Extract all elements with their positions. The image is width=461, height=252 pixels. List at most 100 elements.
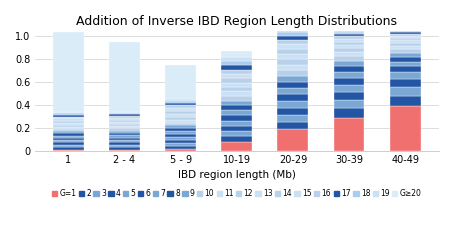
Bar <box>334 108 365 117</box>
Bar <box>109 120 140 122</box>
Bar <box>53 121 84 123</box>
Bar <box>109 118 140 120</box>
Bar <box>278 36 308 40</box>
Bar <box>221 87 252 91</box>
Bar <box>165 146 196 149</box>
Bar <box>390 38 420 40</box>
Bar <box>390 31 420 32</box>
Bar <box>278 28 308 30</box>
Bar <box>53 131 84 133</box>
Bar <box>109 129 140 131</box>
Bar <box>221 78 252 83</box>
Bar <box>390 87 420 96</box>
Bar <box>334 72 365 78</box>
Bar <box>390 40 420 43</box>
Bar <box>221 51 252 57</box>
Bar <box>278 82 308 88</box>
Bar <box>53 138 84 140</box>
Bar <box>109 122 140 124</box>
Bar <box>109 116 140 118</box>
Bar <box>390 57 420 62</box>
Bar <box>109 149 140 151</box>
Bar <box>165 103 196 105</box>
Bar <box>109 112 140 113</box>
Bar <box>53 142 84 145</box>
Bar <box>221 101 252 105</box>
Bar <box>53 115 84 117</box>
Bar <box>165 108 196 111</box>
Bar <box>221 65 252 70</box>
Bar <box>53 112 84 113</box>
Bar <box>53 127 84 129</box>
Bar <box>278 76 308 82</box>
Bar <box>390 67 420 72</box>
Bar <box>109 140 140 142</box>
Bar <box>53 136 84 138</box>
Bar <box>53 129 84 131</box>
Bar <box>109 124 140 126</box>
Bar <box>165 111 196 114</box>
Bar <box>278 94 308 101</box>
Bar <box>165 117 196 120</box>
Bar <box>334 92 365 100</box>
Bar <box>53 145 84 147</box>
Bar <box>53 113 84 115</box>
Bar <box>221 105 252 110</box>
Bar <box>109 138 140 140</box>
Bar <box>334 85 365 92</box>
Bar <box>165 131 196 134</box>
Bar <box>53 147 84 149</box>
Bar <box>278 70 308 76</box>
Bar <box>278 40 308 44</box>
Bar <box>278 59 308 65</box>
Bar <box>109 126 140 129</box>
Bar <box>278 65 308 70</box>
Bar <box>278 32 308 36</box>
Bar <box>165 134 196 137</box>
Bar <box>221 110 252 115</box>
Bar <box>221 61 252 65</box>
Bar <box>390 106 420 151</box>
Bar <box>109 133 140 135</box>
X-axis label: IBD region length (Mb): IBD region length (Mb) <box>178 170 296 180</box>
Bar <box>278 88 308 94</box>
Bar <box>334 39 365 42</box>
Bar <box>278 54 308 59</box>
Bar <box>109 113 140 114</box>
Bar <box>221 83 252 87</box>
Bar <box>334 78 365 85</box>
Bar <box>109 114 140 116</box>
Bar <box>53 117 84 118</box>
Bar <box>334 52 365 56</box>
Bar <box>334 48 365 52</box>
Bar <box>109 42 140 112</box>
Bar <box>334 42 365 45</box>
Bar <box>390 36 420 38</box>
Bar <box>390 96 420 106</box>
Bar <box>109 135 140 138</box>
Bar <box>165 125 196 128</box>
Bar <box>165 122 196 125</box>
Bar <box>221 136 252 142</box>
Bar <box>278 30 308 32</box>
Bar <box>334 36 365 39</box>
Bar <box>221 131 252 136</box>
Bar <box>221 115 252 121</box>
Title: Addition of Inverse IBD Region Length Distributions: Addition of Inverse IBD Region Length Di… <box>76 15 397 28</box>
Bar <box>165 65 196 99</box>
Bar <box>165 120 196 122</box>
Bar <box>165 101 196 103</box>
Bar <box>165 128 196 131</box>
Bar <box>390 72 420 79</box>
Bar <box>221 74 252 78</box>
Bar <box>109 145 140 147</box>
Bar <box>53 133 84 136</box>
Bar <box>221 57 252 61</box>
Bar <box>390 53 420 57</box>
Bar <box>109 147 140 149</box>
Bar <box>390 29 420 31</box>
Bar <box>165 140 196 143</box>
Bar <box>334 32 365 34</box>
Bar <box>165 114 196 117</box>
Bar <box>109 131 140 133</box>
